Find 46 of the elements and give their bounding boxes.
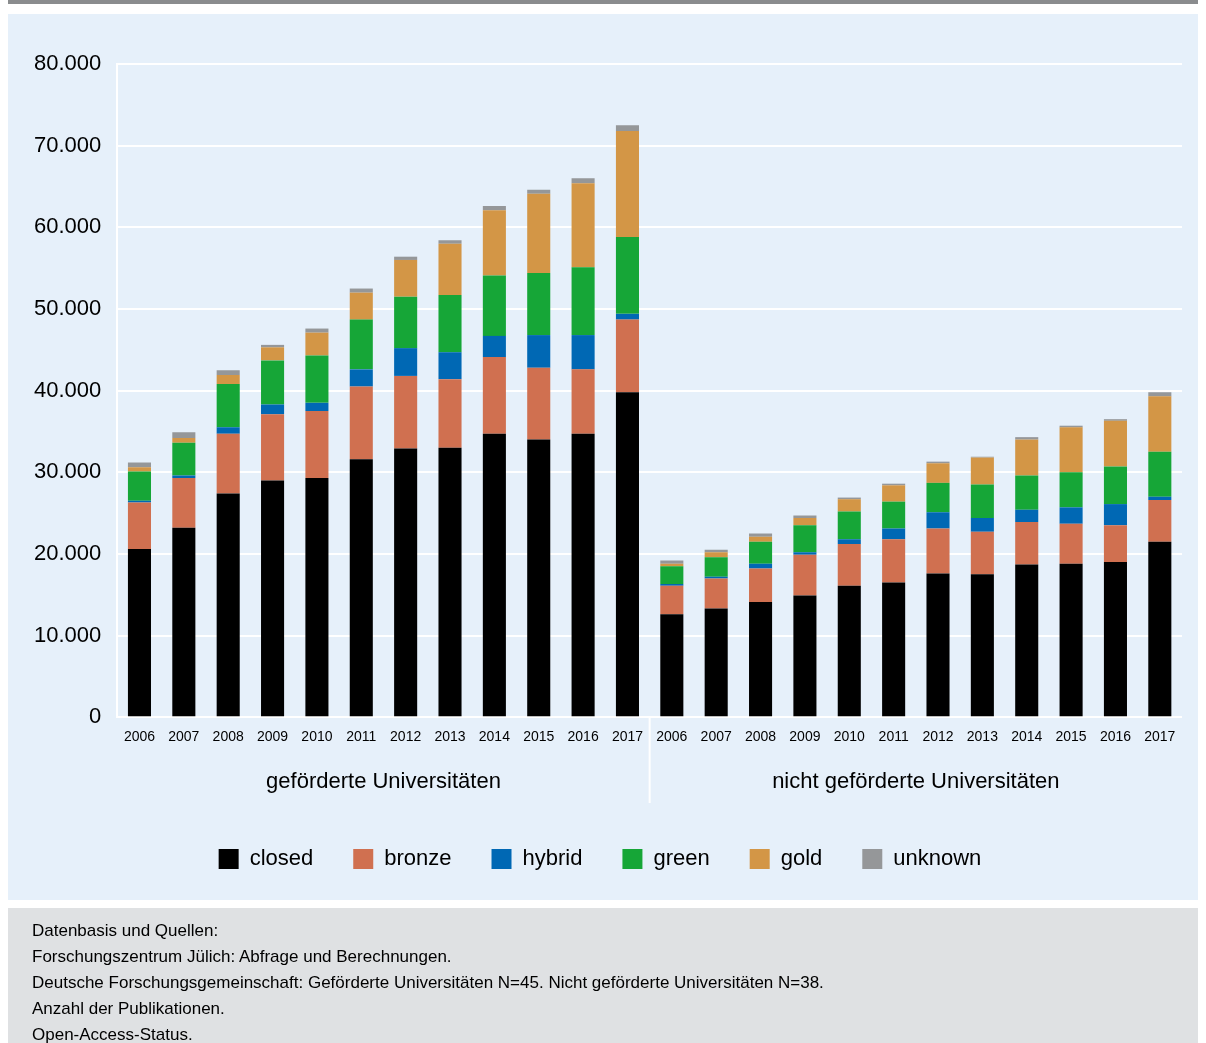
y-tick-label: 10.000 [33,621,102,647]
y-tick-label: 50.000 [33,295,102,321]
text: Datenbasis und Quellen: [32,920,220,942]
x-tick-label: 2017 [611,728,644,745]
x-tick-label: 2009 [789,728,821,745]
x-tick-label: 2016 [1099,728,1132,745]
x-tick-label: 2011 [878,728,909,745]
y-tick-label: 0 [89,703,102,729]
y-tick-label: 60.000 [33,213,102,239]
y-tick-label: 40.000 [33,376,102,402]
x-tick-label: 2012 [922,728,954,745]
x-tick-label: 2017 [1144,728,1176,745]
x-tick-label: 2015 [1055,728,1087,745]
x-tick-label: 2014 [478,728,511,745]
text: Deutsche Forschungsgemeinschaft: Geförderte Universitäten N=45. Nicht geförderte Universitäten N=38. [32,972,825,994]
y-tick-label: 80.000 [33,50,102,76]
x-tick-label: 2011 [346,728,377,745]
x-tick-label: 2013 [966,728,999,745]
x-tick-label: 2007 [700,728,732,745]
legend-label: hybrid [522,845,583,871]
x-tick-label: 2015 [523,728,555,745]
legend-label: bronze [384,845,452,871]
y-tick-label: 20.000 [33,539,102,565]
x-tick-label: 2016 [567,728,599,745]
x-tick-label: 2012 [390,728,422,745]
text: Anzahl der Publikationen. [32,998,226,1020]
x-tick-label: 2006 [123,728,156,745]
x-tick-label: 2009 [256,728,289,745]
text: nicht geförderte Universitäten [772,768,1060,794]
text: Open-Access-Status. [32,1024,194,1043]
x-tick-label: 2006 [656,728,688,745]
y-tick-label: 30.000 [33,458,102,484]
legend-label: closed [249,845,314,871]
x-tick-label: 2010 [833,728,866,745]
x-tick-label: 2007 [168,728,200,745]
legend-label: green [653,845,710,871]
x-tick-label: 2008 [744,728,777,745]
legend-label: gold [780,845,823,871]
y-tick-label: 70.000 [33,131,102,157]
text: geförderte Universitäten [266,768,501,794]
x-tick-label: 2008 [212,728,244,745]
legend-label: unknown [893,845,982,871]
x-tick-label: 2013 [434,728,466,745]
x-tick-label: 2014 [1011,728,1043,745]
x-tick-label: 2010 [301,728,333,745]
text: Forschungszentrum Jülich: Abfrage und Berechnungen. [32,946,453,968]
